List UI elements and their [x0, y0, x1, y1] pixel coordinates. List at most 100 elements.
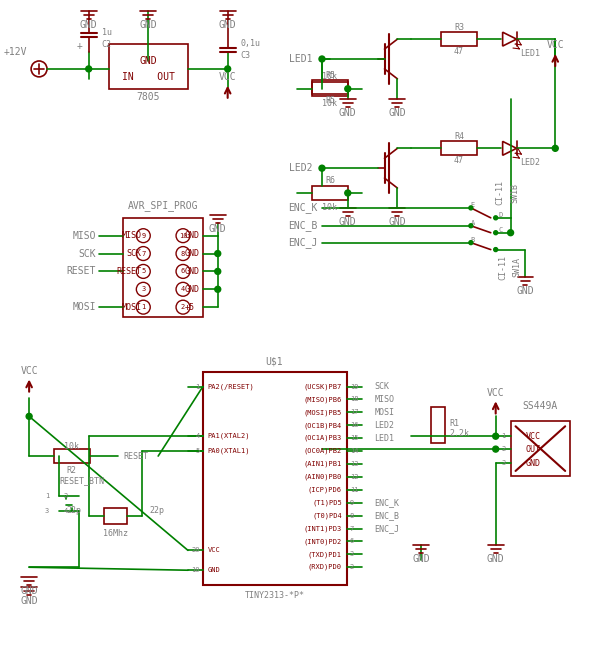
- Text: RESET: RESET: [116, 267, 142, 276]
- Text: +5: +5: [185, 303, 195, 311]
- Text: GND: GND: [208, 567, 221, 573]
- Text: 9: 9: [141, 233, 145, 238]
- Text: 2: 2: [64, 493, 68, 499]
- Text: OUT: OUT: [526, 445, 540, 453]
- Text: (INT0)PD2: (INT0)PD2: [304, 538, 342, 545]
- Text: 10k: 10k: [322, 72, 337, 81]
- Text: R6: R6: [325, 175, 335, 185]
- Text: (RXD)PD0: (RXD)PD0: [308, 564, 342, 570]
- Text: MOSI: MOSI: [72, 302, 96, 312]
- Text: VCC: VCC: [208, 547, 221, 553]
- Text: VCC: VCC: [219, 72, 237, 82]
- Text: MISO: MISO: [122, 231, 142, 240]
- Text: (OC0A)PB2: (OC0A)PB2: [304, 448, 342, 455]
- Circle shape: [215, 269, 221, 275]
- Circle shape: [494, 248, 498, 252]
- Bar: [203, 372, 347, 585]
- Circle shape: [345, 86, 351, 92]
- Text: 3: 3: [502, 460, 506, 466]
- Circle shape: [494, 231, 498, 235]
- Bar: [104, 508, 127, 524]
- Text: (AIN1)PB1: (AIN1)PB1: [304, 461, 342, 467]
- Text: 10: 10: [179, 233, 187, 238]
- Circle shape: [215, 250, 221, 256]
- Text: R1: R1: [449, 419, 459, 428]
- Text: GND: GND: [209, 224, 227, 234]
- Text: GND: GND: [517, 286, 535, 296]
- Text: (T0)PD4: (T0)PD4: [312, 512, 342, 519]
- Circle shape: [493, 433, 499, 439]
- Text: 2: 2: [350, 564, 354, 570]
- Text: 14: 14: [350, 448, 358, 454]
- Text: 18: 18: [350, 396, 358, 403]
- Text: PA0(XTAL1): PA0(XTAL1): [208, 448, 250, 455]
- Text: GND: GND: [20, 596, 38, 606]
- Text: TINY2313-*P*: TINY2313-*P*: [244, 591, 304, 600]
- Text: GND: GND: [339, 108, 356, 118]
- Text: ENC_J: ENC_J: [375, 524, 399, 533]
- Text: GND: GND: [139, 56, 157, 66]
- Text: (T1)PD5: (T1)PD5: [312, 499, 342, 506]
- Text: GND: GND: [219, 20, 237, 30]
- Text: VCC: VCC: [546, 40, 564, 50]
- Text: VCC: VCC: [526, 432, 540, 441]
- Text: (OC1B)PB4: (OC1B)PB4: [304, 422, 342, 428]
- Text: R4: R4: [454, 132, 464, 141]
- Text: 12: 12: [350, 474, 358, 480]
- Text: LED1: LED1: [520, 49, 540, 58]
- Text: 9: 9: [350, 500, 354, 506]
- Text: (MOSI)PB5: (MOSI)PB5: [304, 409, 342, 416]
- Text: 47: 47: [454, 156, 464, 165]
- Circle shape: [469, 240, 473, 244]
- Text: GND: GND: [412, 555, 430, 564]
- Text: SCK: SCK: [78, 248, 96, 259]
- Text: (ICP)PD6: (ICP)PD6: [308, 487, 342, 493]
- Text: 4: 4: [196, 433, 200, 440]
- Text: VCC: VCC: [20, 366, 38, 376]
- Text: LED2: LED2: [375, 420, 395, 430]
- Text: 13: 13: [350, 461, 358, 467]
- Text: 16: 16: [350, 422, 358, 428]
- Text: ENC_K: ENC_K: [288, 202, 317, 214]
- Text: 7: 7: [141, 250, 145, 256]
- Text: B: B: [471, 237, 475, 242]
- Text: MISO: MISO: [375, 395, 395, 404]
- Text: 7805: 7805: [136, 92, 160, 102]
- Text: 8: 8: [181, 250, 185, 256]
- Text: 6: 6: [181, 269, 185, 275]
- Circle shape: [319, 165, 325, 171]
- Text: GND: GND: [487, 555, 504, 564]
- Text: RESET: RESET: [66, 267, 96, 277]
- Text: GND: GND: [389, 108, 407, 118]
- Text: ENC_K: ENC_K: [375, 498, 399, 507]
- Text: PA2(/RESET): PA2(/RESET): [208, 383, 254, 390]
- Text: CI-11: CI-11: [496, 181, 504, 206]
- Text: 2: 2: [502, 446, 506, 452]
- Text: R5: R5: [325, 96, 335, 105]
- Text: 15: 15: [350, 435, 358, 442]
- Text: IN    OUT: IN OUT: [122, 72, 175, 82]
- Text: ENC_J: ENC_J: [288, 237, 317, 248]
- Circle shape: [215, 286, 221, 292]
- Bar: [441, 32, 477, 46]
- Text: A: A: [471, 220, 475, 226]
- Text: R5: R5: [325, 72, 335, 80]
- Text: 19: 19: [350, 384, 358, 390]
- Text: 1: 1: [45, 493, 49, 499]
- Text: GND: GND: [526, 459, 540, 468]
- Text: 22p: 22p: [67, 506, 82, 515]
- Circle shape: [345, 190, 351, 196]
- Bar: [123, 218, 203, 317]
- Text: GND: GND: [185, 231, 200, 240]
- Text: LED1: LED1: [375, 434, 395, 443]
- Text: SCK: SCK: [375, 382, 389, 391]
- Text: GND: GND: [185, 267, 200, 276]
- Text: D: D: [499, 212, 503, 218]
- Text: (OC1A)PB3: (OC1A)PB3: [304, 435, 342, 442]
- Text: SW1A: SW1A: [513, 258, 522, 277]
- Circle shape: [319, 56, 325, 62]
- Circle shape: [469, 206, 473, 210]
- Text: +: +: [77, 41, 83, 51]
- Text: 10k: 10k: [64, 442, 79, 451]
- Bar: [54, 449, 90, 463]
